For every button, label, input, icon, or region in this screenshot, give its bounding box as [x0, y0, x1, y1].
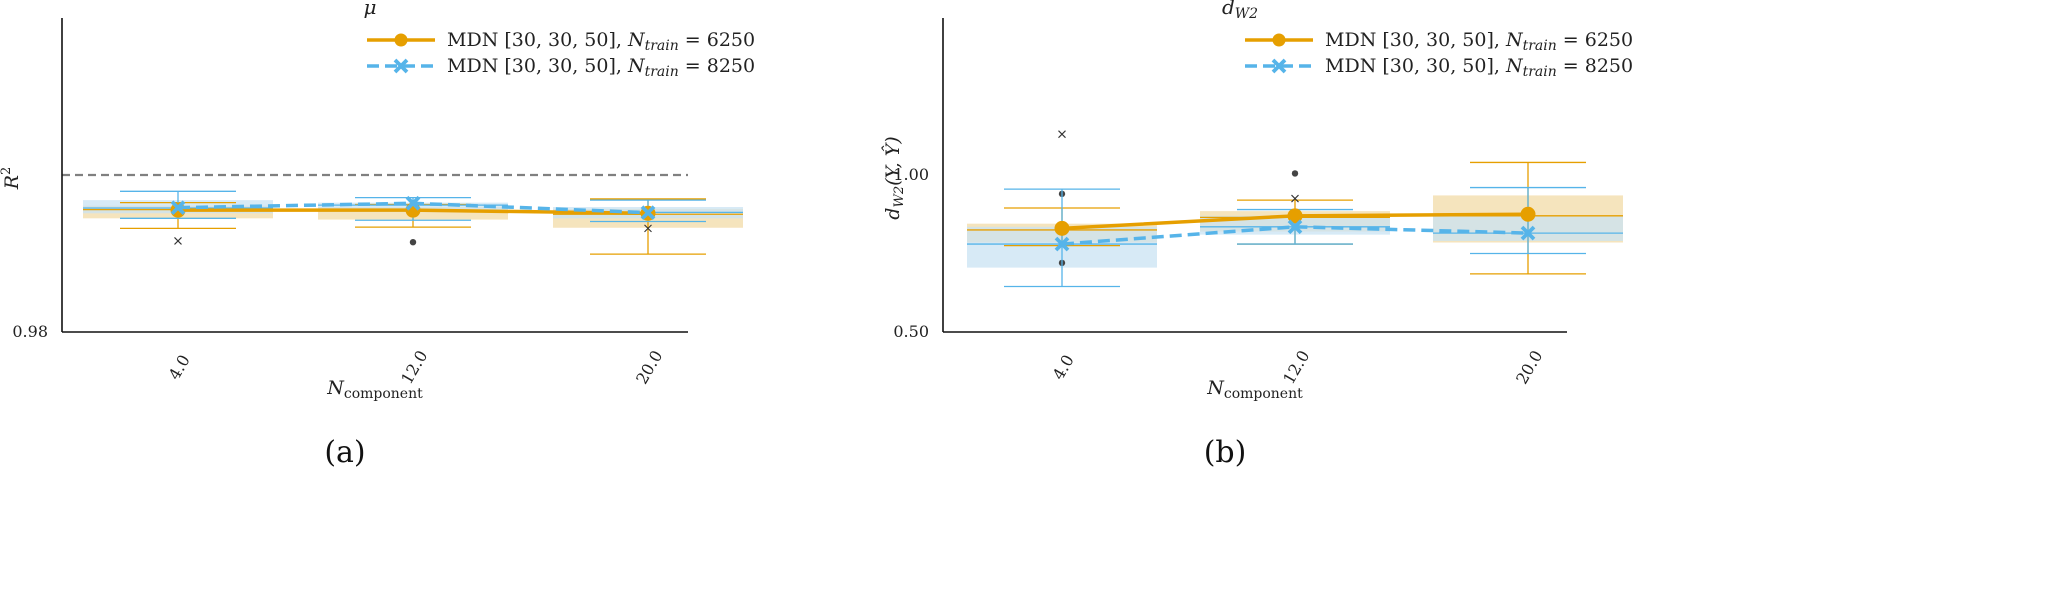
- mean-point-s1-12.0: [1287, 208, 1303, 224]
- x-tick-label: 12.0: [397, 347, 431, 387]
- outlier-x: [174, 237, 182, 245]
- x-tick-label: 20.0: [632, 347, 666, 387]
- x-axis-label: Ncomponent: [1206, 377, 1303, 402]
- mean-point-s2-12.0: [405, 195, 421, 211]
- chart-title: dW2: [1222, 0, 1258, 22]
- mean-point-s1-20.0: [1520, 206, 1536, 222]
- legend-label-1: MDN [30, 30, 50], Ntrain = 6250: [1325, 29, 1633, 54]
- legend-marker-2: [393, 58, 409, 74]
- mean-point-s2-4.0: [170, 200, 186, 215]
- panel-caption: (b): [1204, 435, 1247, 470]
- x-tick-label: 12.0: [1279, 347, 1313, 387]
- x-tick-label: 20.0: [1512, 347, 1546, 387]
- series-line-2: [1061, 225, 1529, 246]
- mean-point-s2-20.0: [640, 205, 656, 221]
- outlier-x: [1058, 130, 1066, 139]
- legend-marker-2: [1271, 58, 1287, 74]
- x-axis-label: Ncomponent: [326, 377, 423, 402]
- chart-panel-2: 0.50 1.00 4.0 12.0 20.0 Ncomponent dW2(Y, Ŷ) dW…: [881, 0, 1633, 470]
- legend-label-1: MDN [30, 30, 50], Ntrain = 6250: [447, 29, 755, 54]
- y-tick-label: 0.98: [12, 322, 48, 341]
- x-tick-label: 4.0: [165, 351, 194, 383]
- y-axis-label: R2: [0, 167, 23, 191]
- chart-title: μ: [364, 0, 377, 19]
- legend-marker-1: [1272, 33, 1286, 47]
- panel-caption: (a): [324, 435, 365, 470]
- legend-marker-1: [394, 33, 408, 47]
- outlier-dot: [1291, 170, 1299, 177]
- mean-point-s2-4.0: [1054, 236, 1070, 252]
- outlier-dot: [409, 238, 417, 246]
- mean-point-s2-20.0: [1520, 225, 1536, 241]
- y-tick-label: 0.50: [893, 322, 929, 341]
- legend-label-2: MDN [30, 30, 50], Ntrain = 8250: [1325, 55, 1633, 80]
- mean-point-s1-4.0: [1054, 220, 1070, 236]
- legend-label-2: MDN [30, 30, 50], Ntrain = 8250: [447, 55, 755, 80]
- chart-panel-1: 0.98 4.0 12.0 20.0 Ncomponent R2 μ MDN [30, 30,…: [0, 0, 755, 470]
- y-tick-label: 1.00: [893, 165, 929, 184]
- y-axis-label: dW2(Y, Ŷ): [881, 136, 907, 219]
- mean-point-s2-12.0: [1287, 219, 1303, 235]
- outlier-x: [644, 224, 652, 233]
- outlier-x: [1291, 194, 1299, 203]
- x-tick-label: 4.0: [1049, 351, 1078, 383]
